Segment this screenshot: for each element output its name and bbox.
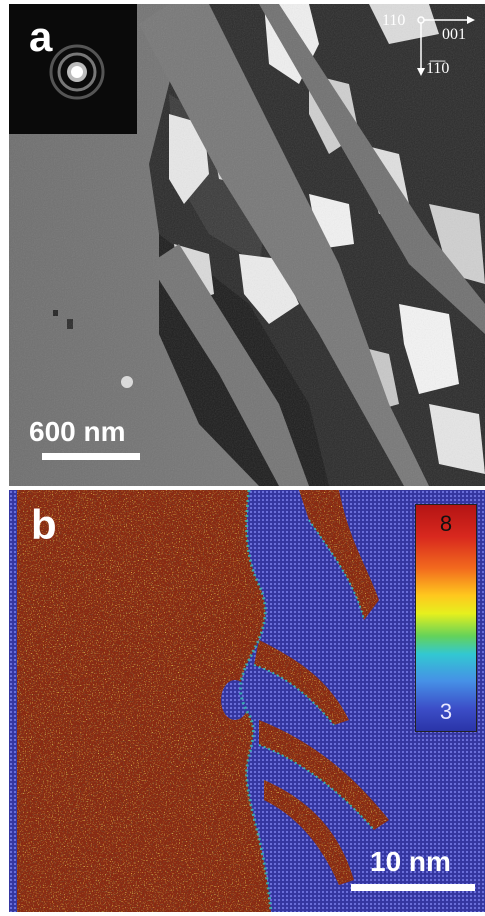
scale-bar-b xyxy=(351,884,475,891)
panel-label-a: a xyxy=(29,13,53,60)
diffraction-pattern-inset xyxy=(9,4,137,134)
tem-image-panel: a 110 001 1̅1̅0 600 nm xyxy=(9,4,485,486)
colorbar-max-label: 8 xyxy=(439,511,453,536)
beam-direction-label: 110 xyxy=(382,12,406,29)
diffraction-ring-pattern xyxy=(49,44,105,100)
horizontal-axis-label: 001 xyxy=(442,26,466,43)
scale-bar-label-a: 600 nm xyxy=(29,416,126,447)
axis-arrows-icon xyxy=(417,16,475,76)
atomic-color-map xyxy=(9,490,485,912)
panel-label-b: b xyxy=(31,501,57,548)
color-scale-bar: 8 3 xyxy=(415,504,477,732)
scale-bar-label-b: 10 nm xyxy=(370,846,451,877)
colorbar-min-label: 3 xyxy=(439,699,453,724)
vertical-axis-label: 1̅1̅0 xyxy=(426,60,450,77)
color-gradient xyxy=(416,505,476,731)
scale-bar-a xyxy=(42,453,140,460)
atomic-map-panel: b 8 3 10 nm xyxy=(9,490,485,912)
